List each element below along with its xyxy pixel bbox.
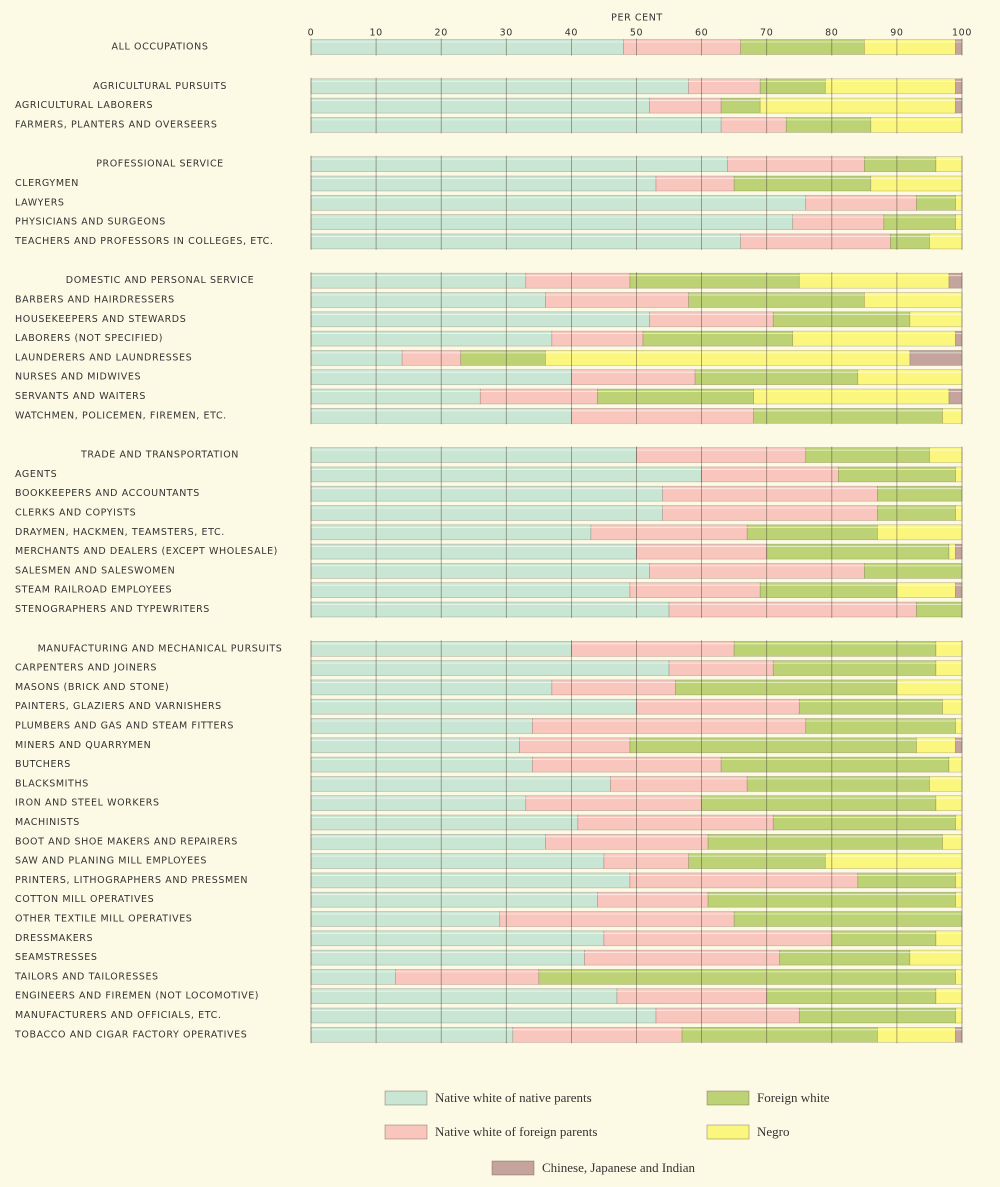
category-label: DRESSMAKERS bbox=[15, 933, 93, 944]
group-label: AGRICULTURAL PURSUITS bbox=[93, 81, 227, 92]
category-label: MASONS (BRICK AND STONE) bbox=[15, 682, 169, 693]
bar-segment bbox=[545, 292, 689, 308]
category-label: PAINTERS, GLAZIERS AND VARNISHERS bbox=[15, 701, 222, 712]
category-label: AGRICULTURAL LABORERS bbox=[15, 100, 153, 111]
bar-segment bbox=[740, 233, 891, 250]
bar-segment bbox=[864, 156, 937, 172]
bar-segment bbox=[577, 814, 774, 831]
group-label: DOMESTIC AND PERSONAL SERVICE bbox=[66, 275, 254, 286]
category-label: CLERGYMEN bbox=[15, 178, 79, 189]
x-tick-label: 90 bbox=[890, 28, 903, 39]
category-label: PRINTERS, LITHOGRAPHERS AND PRESSMEN bbox=[15, 875, 248, 886]
x-tick-label: 10 bbox=[369, 28, 382, 39]
category-label: SERVANTS AND WAITERS bbox=[15, 391, 146, 402]
category-label: OTHER TEXTILE MILL OPERATIVES bbox=[15, 914, 192, 925]
category-label: LAUNDERERS AND LAUNDRESSES bbox=[15, 352, 192, 363]
category-label: BLACKSMITHS bbox=[15, 778, 89, 789]
legend-swatch bbox=[384, 1090, 428, 1106]
legend-label: Negro bbox=[757, 1124, 790, 1139]
category-label: MACHINISTS bbox=[15, 817, 80, 828]
legend-swatch bbox=[706, 1090, 750, 1106]
category-label: MERCHANTS AND DEALERS (EXCEPT WHOLESALE) bbox=[15, 546, 278, 557]
x-tick-label: 0 bbox=[308, 28, 315, 39]
category-label: LABORERS (NOT SPECIFIED) bbox=[15, 333, 163, 344]
category-label: IRON AND STEEL WORKERS bbox=[15, 798, 160, 809]
x-tick-label: 40 bbox=[565, 28, 578, 39]
legend-label: Chinese, Japanese and Indian bbox=[542, 1160, 696, 1175]
legend-label: Native white of native parents bbox=[435, 1090, 592, 1105]
x-tick-label: 70 bbox=[760, 28, 773, 39]
category-label: CARPENTERS AND JOINERS bbox=[15, 663, 157, 674]
category-label: CLERKS AND COPYISTS bbox=[15, 508, 136, 519]
legend-swatch bbox=[491, 1160, 535, 1176]
x-tick-label: 30 bbox=[500, 28, 513, 39]
category-label: BOOKKEEPERS AND ACCOUNTANTS bbox=[15, 488, 200, 499]
group-label: TRADE AND TRANSPORTATION bbox=[80, 450, 239, 461]
bar-segment bbox=[746, 776, 930, 792]
category-label: COTTON MILL OPERATIVES bbox=[15, 894, 154, 905]
category-label: HOUSEKEEPERS AND STEWARDS bbox=[15, 314, 186, 325]
category-label: TEACHERS AND PROFESSORS IN COLLEGES, ETC… bbox=[14, 236, 274, 247]
category-label: NURSES AND MIDWIVES bbox=[15, 372, 141, 383]
category-label: WATCHMEN, POLICEMEN, FIREMEN, ETC. bbox=[15, 410, 227, 421]
category-label: MANUFACTURERS AND OFFICIALS, ETC. bbox=[15, 1010, 221, 1021]
category-label: SAW AND PLANING MILL EMPLOYEES bbox=[15, 856, 207, 867]
category-label: LAWYERS bbox=[15, 197, 65, 208]
category-label: STEAM RAILROAD EMPLOYEES bbox=[15, 585, 172, 596]
category-label: ENGINEERS AND FIREMEN (NOT LOCOMOTIVE) bbox=[15, 991, 259, 1002]
category-label: BARBERS AND HAIRDRESSERS bbox=[15, 295, 175, 306]
group-label: MANUFACTURING AND MECHANICAL PURSUITS bbox=[38, 643, 283, 654]
category-label: ALL OCCUPATIONS bbox=[112, 42, 209, 53]
category-label: BUTCHERS bbox=[15, 759, 71, 770]
x-tick-label: 60 bbox=[695, 28, 708, 39]
category-label: BOOT AND SHOE MAKERS AND REPAIRERS bbox=[15, 836, 238, 847]
category-label: TAILORS AND TAILORESSES bbox=[14, 971, 159, 982]
category-label: FARMERS, PLANTERS AND OVERSEERS bbox=[15, 119, 217, 130]
x-tick-label: 100 bbox=[952, 28, 972, 39]
category-label: MINERS AND QUARRYMEN bbox=[15, 740, 151, 751]
category-label: PLUMBERS AND GAS AND STEAM FITTERS bbox=[15, 721, 234, 732]
category-label: AGENTS bbox=[15, 469, 57, 480]
legend-swatch bbox=[706, 1124, 750, 1140]
legend-swatch bbox=[384, 1124, 428, 1140]
category-label: STENOGRAPHERS AND TYPEWRITERS bbox=[15, 604, 210, 615]
bar-segment bbox=[668, 660, 774, 676]
category-label: PHYSICIANS AND SURGEONS bbox=[15, 217, 166, 228]
group-label: PROFESSIONAL SERVICE bbox=[96, 159, 224, 170]
category-label: TOBACCO AND CIGAR FACTORY OPERATIVES bbox=[14, 1029, 247, 1040]
x-tick-label: 80 bbox=[825, 28, 838, 39]
legend-label: Native white of foreign parents bbox=[435, 1124, 597, 1139]
category-label: SALESMEN AND SALESWOMEN bbox=[15, 565, 175, 576]
category-label: SEAMSTRESSES bbox=[15, 952, 97, 963]
x-axis-label: PER CENT bbox=[611, 13, 663, 24]
x-tick-label: 20 bbox=[435, 28, 448, 39]
x-tick-label: 50 bbox=[630, 28, 643, 39]
bar-segment bbox=[629, 872, 859, 889]
category-label: DRAYMEN, HACKMEN, TEAMSTERS, ETC. bbox=[15, 527, 225, 538]
legend-label: Foreign white bbox=[757, 1090, 830, 1105]
